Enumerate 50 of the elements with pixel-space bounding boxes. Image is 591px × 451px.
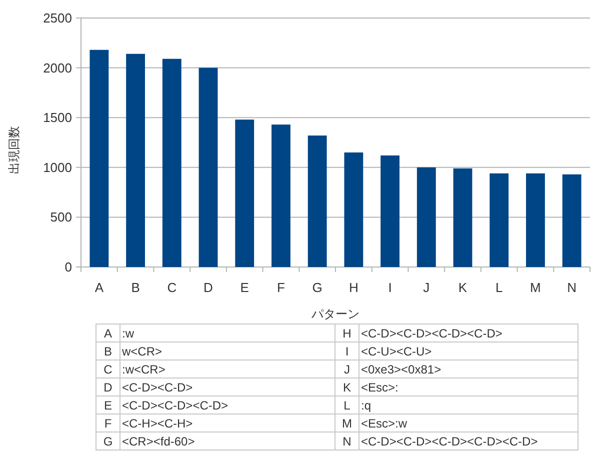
category-label: K [342, 380, 352, 394]
y-tick-label: 0 [64, 260, 72, 274]
category-label: I [345, 344, 349, 358]
x-tick-label: M [530, 280, 541, 295]
category-label: M [342, 416, 352, 430]
x-tick-label: J [423, 280, 430, 295]
text: <C-D><C-D> [122, 380, 193, 394]
x-tick-label: H [348, 280, 358, 295]
x-tick-label: G [312, 280, 322, 295]
x-tick-label: K [458, 280, 468, 295]
text: <C-H><C-H> [122, 416, 193, 430]
y-tick-label: 1500 [43, 110, 72, 126]
text: :w<CR> [122, 362, 166, 376]
category-label: N [342, 434, 352, 448]
category-label: L [344, 398, 350, 412]
y-tick-label: 2500 [43, 10, 72, 26]
x-axis-title: パターン [310, 307, 360, 321]
y-tick-label: 2000 [43, 60, 72, 76]
text: <C-U><C-U> [361, 344, 432, 358]
text: <CR><fd-60> [122, 434, 195, 448]
x-tick-label: A [94, 280, 104, 295]
x-tick-label: L [495, 280, 503, 295]
x-tick-label: D [204, 280, 213, 295]
category-label: D [104, 380, 112, 394]
x-tick-label: C [167, 280, 177, 295]
category-label: B [104, 344, 112, 358]
y-axis-title: 出現回数 [7, 126, 21, 174]
y-tick-label: 1000 [43, 160, 72, 175]
x-tick-label: N [567, 280, 577, 295]
text: :w [122, 326, 134, 340]
text: <0xe3><0x81> [361, 362, 442, 376]
x-tick-label: I [388, 280, 392, 295]
x-tick-label: E [240, 280, 250, 295]
y-tick-label: 500 [50, 210, 72, 225]
x-tick-label: F [276, 280, 285, 295]
category-label: A [104, 326, 112, 340]
text: <Esc>:w [361, 416, 408, 430]
text: :q [361, 398, 372, 412]
category-label: G [103, 434, 113, 448]
category-label: J [344, 362, 350, 376]
text: <Esc>: [361, 380, 398, 394]
text: <C-D><C-D><C-D> [122, 398, 228, 412]
category-label: C [104, 362, 112, 376]
category-label: F [104, 416, 112, 430]
category-label: E [104, 398, 112, 412]
category-label: H [342, 326, 352, 340]
text: w<CR> [121, 344, 162, 358]
x-tick-label: B [131, 280, 140, 295]
text: <C-D><C-D><C-D><C-D> [361, 326, 502, 340]
text: <C-D><C-D><C-D><C-D><C-D> [361, 434, 538, 448]
